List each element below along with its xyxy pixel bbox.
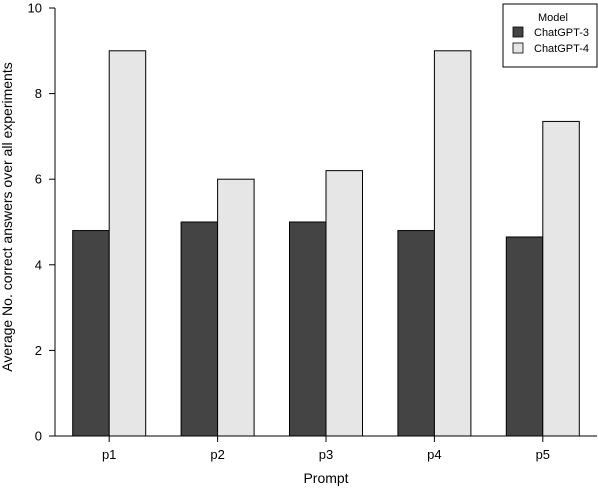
bar-group-p4 xyxy=(397,50,472,437)
x-tick-label: p3 xyxy=(319,447,333,462)
x-tick-label: p5 xyxy=(536,447,550,462)
y-tick-label: 10 xyxy=(28,1,42,16)
bar-chatgpt-4-p3 xyxy=(325,170,363,437)
bar-group-p3 xyxy=(289,170,363,437)
bars-group xyxy=(72,50,580,437)
bar-group-p1 xyxy=(72,50,147,437)
y-tick-label: 4 xyxy=(35,257,42,272)
bar-chatgpt-3-p4 xyxy=(397,230,435,437)
legend: Model ChatGPT-3 ChatGPT-4 xyxy=(502,3,598,68)
legend-title: Model xyxy=(538,12,568,24)
y-tick-label: 0 xyxy=(35,429,42,444)
bar-group-p2 xyxy=(180,178,255,437)
y-axis: 0 2 4 6 8 10 xyxy=(28,1,56,444)
bar-chatgpt-4-p2 xyxy=(217,178,255,437)
bar-chatgpt-3-p3 xyxy=(289,221,327,437)
x-tick-label: p2 xyxy=(210,447,224,462)
x-tick-label: p4 xyxy=(427,447,441,462)
legend-items: ChatGPT-3 ChatGPT-4 xyxy=(512,26,589,55)
legend-label-chatgpt-3: ChatGPT-3 xyxy=(534,27,589,39)
bar-group-p5 xyxy=(505,120,580,437)
x-axis-title: Prompt xyxy=(303,470,348,486)
legend-label-chatgpt-4: ChatGPT-4 xyxy=(534,43,589,55)
bar-chatgpt-4-p5 xyxy=(542,120,580,437)
bar-chatgpt-3-p5 xyxy=(505,236,544,437)
y-axis-title: Average No. correct answers over all exp… xyxy=(0,62,15,371)
legend-swatch-chatgpt-3 xyxy=(512,26,524,38)
bar-chatgpt-4-p4 xyxy=(433,50,472,437)
y-tick-label: 8 xyxy=(35,86,42,101)
bar-chatgpt-3-p2 xyxy=(180,221,219,437)
y-tick-label: 2 xyxy=(35,343,42,358)
bar-chatgpt-3-p1 xyxy=(72,230,110,437)
y-tick-label: 6 xyxy=(35,172,42,187)
legend-swatch-chatgpt-4 xyxy=(512,42,524,54)
bar-chatgpt-4-p1 xyxy=(108,50,147,437)
x-tick-label: p1 xyxy=(102,447,116,462)
x-axis: p1 p2 p3 p4 p5 xyxy=(55,435,597,462)
